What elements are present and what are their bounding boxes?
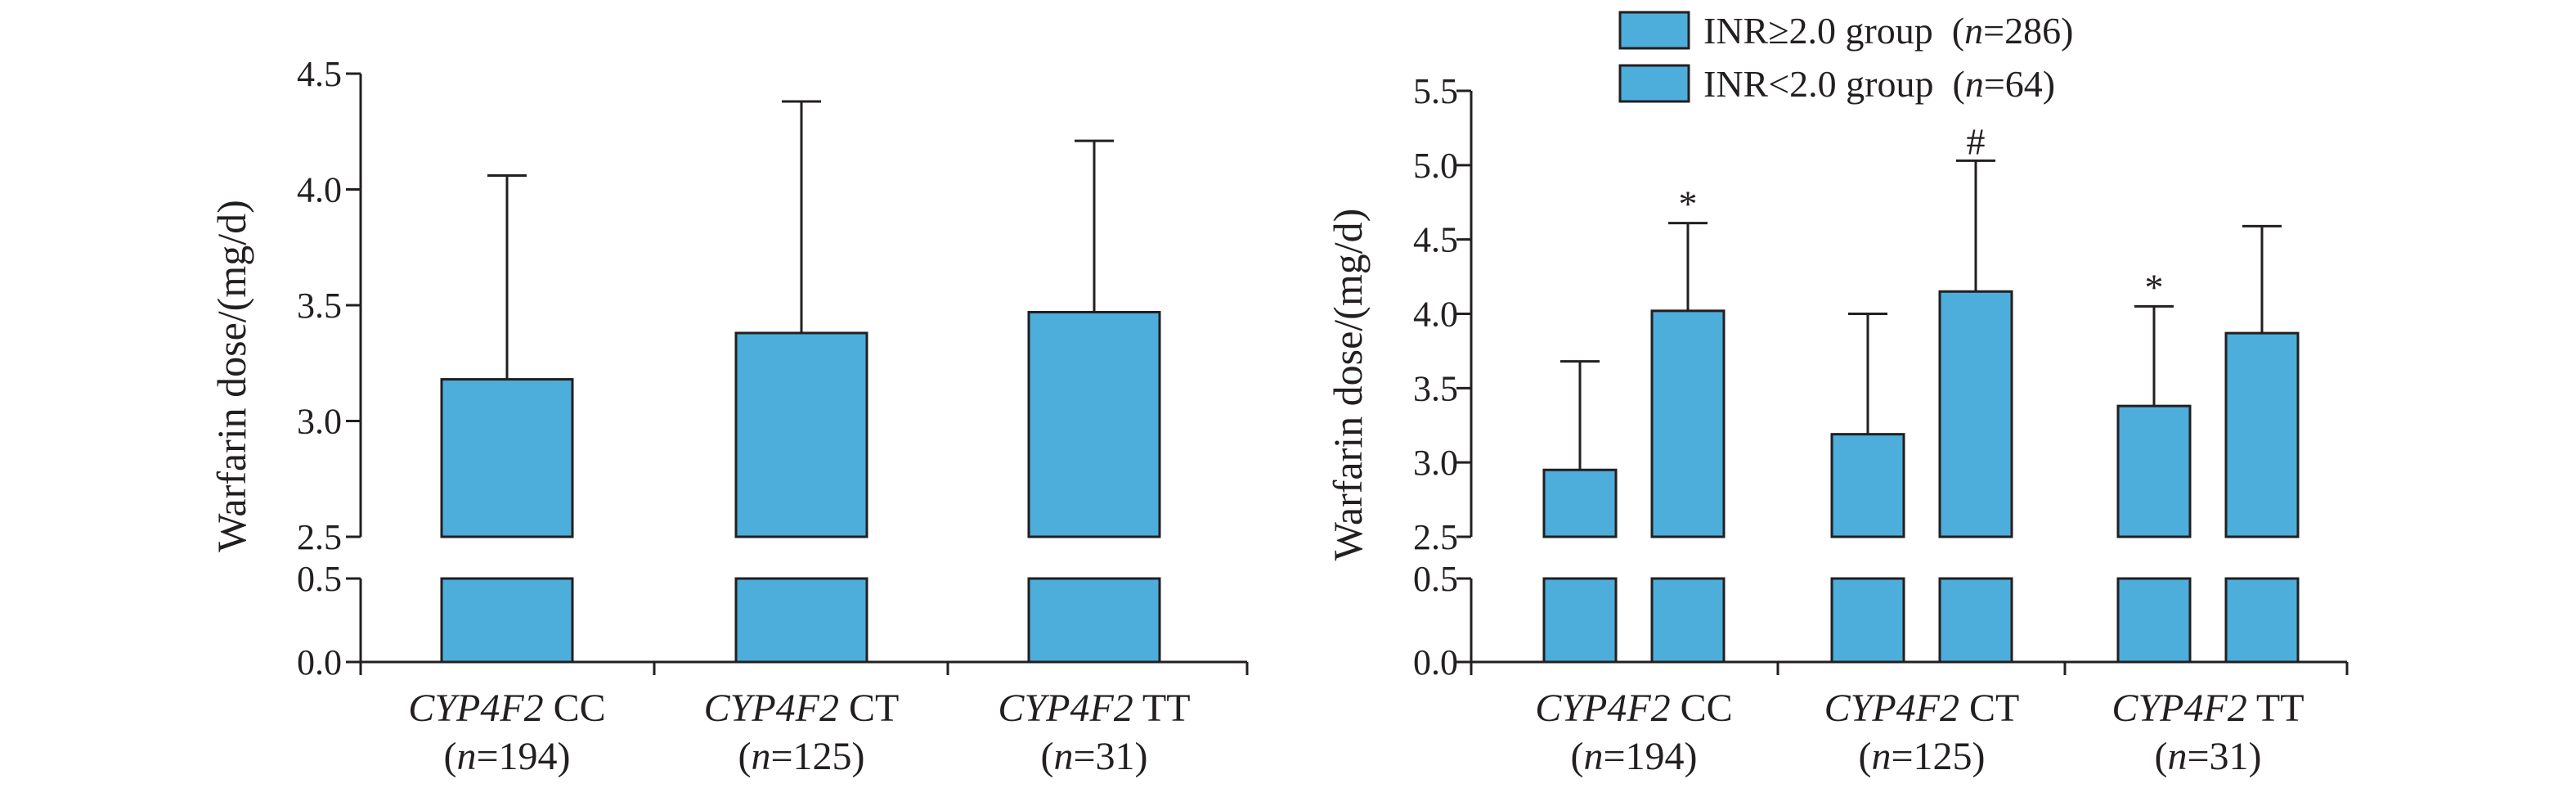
bar-upper-1-1 — [440, 378, 574, 538]
y-tick-label: 0.5 — [297, 559, 342, 599]
category-count: (n=31) — [2154, 735, 2261, 778]
significance-mark: * — [1679, 183, 1698, 225]
bar-lower-1-3 — [2116, 577, 2192, 664]
gene-name: CYP4F2 — [704, 687, 839, 730]
category-label: CYP4F2 TT — [2112, 687, 2304, 730]
category-label: CYP4F2 CT — [704, 687, 900, 730]
genotype: CC — [1671, 687, 1733, 730]
bar-lower-2-3 — [2224, 577, 2300, 664]
bar-upper-1-2 — [1830, 433, 1905, 538]
category-count: (n=194) — [443, 735, 570, 778]
y-tick-label: 0.0 — [297, 642, 342, 682]
y-tick-label: 2.5 — [297, 517, 342, 557]
genotype: CT — [839, 687, 899, 730]
gene-name: CYP4F2 — [1535, 687, 1670, 730]
legend-label-2: INR<2.0 group (n=64) — [1703, 63, 2055, 105]
bar-upper-2-1 — [1650, 309, 1726, 538]
bar-upper-1-2 — [734, 331, 868, 538]
y-tick-label: 4.5 — [1413, 220, 1458, 260]
genotype: CT — [1959, 687, 2019, 730]
bar-upper-2-3 — [2224, 331, 2300, 538]
gene-name: CYP4F2 — [998, 687, 1133, 730]
y-tick-label: 0.5 — [1413, 559, 1458, 599]
y-tick-label: 3.5 — [1413, 368, 1458, 408]
category-label: CYP4F2 CC — [408, 687, 605, 730]
category-label: CYP4F2 CC — [1535, 687, 1732, 730]
category-count: (n=31) — [1040, 735, 1147, 778]
y-tick-label: 0.0 — [1413, 642, 1458, 682]
bar-upper-2-2 — [1938, 290, 2013, 538]
bar-upper-1-3 — [2116, 404, 2192, 538]
category-label: CYP4F2 CT — [1824, 687, 2020, 730]
bar-lower-1-1 — [440, 577, 574, 664]
y-tick-label: 4.0 — [297, 170, 342, 210]
gene-name: CYP4F2 — [1824, 687, 1959, 730]
y-tick-label: 3.0 — [297, 402, 342, 442]
y-tick-label: 5.5 — [1413, 71, 1458, 111]
bar-lower-1-2 — [1830, 577, 1905, 664]
y-tick-label: 3.5 — [297, 286, 342, 326]
y-axis-label: Warfarin dose/(mg/d) — [209, 200, 254, 552]
y-tick-label: 3.0 — [1413, 443, 1458, 483]
y-axis-label: Warfarin dose/(mg/d) — [1325, 209, 1371, 561]
bar-lower-2-2 — [1938, 577, 2013, 664]
gene-name: CYP4F2 — [408, 687, 543, 730]
genotype: TT — [2247, 687, 2304, 730]
y-tick-label: 4.0 — [1413, 295, 1458, 335]
legend-series-name: INR≥2.0 group — [1703, 10, 1933, 52]
significance-mark: * — [2145, 266, 2164, 308]
genotype: TT — [1133, 687, 1191, 730]
category-label: CYP4F2 TT — [998, 687, 1190, 730]
legend-swatch-2 — [1618, 64, 1690, 103]
bar-lower-1-3 — [1027, 577, 1161, 664]
legend-swatch-1 — [1618, 11, 1690, 50]
bar-lower-1-1 — [1542, 577, 1618, 664]
y-tick-label: 4.5 — [297, 54, 342, 94]
bar-lower-2-1 — [1650, 577, 1726, 664]
significance-mark: # — [1967, 120, 1986, 162]
left-chart-panel: 0.0 0.52.5 3.0 3.5 4.0 4.5 Warfarin dose/(mg/d… — [209, 54, 1249, 778]
category-count: (n=125) — [1858, 735, 1985, 778]
legend-label-1: INR≥2.0 group (n=286) — [1703, 10, 2073, 52]
right-chart-panel: * * #0.0 0.52.5 3.0 3.5 4.0 4.5 5.0 5.5 Warfarin d… — [1325, 10, 2349, 778]
genotype: CC — [544, 687, 606, 730]
category-count: (n=125) — [738, 735, 864, 778]
bar-upper-1-3 — [1027, 310, 1161, 538]
bar-lower-1-2 — [734, 577, 868, 664]
bar-upper-1-1 — [1542, 468, 1618, 538]
legend-series-name: INR<2.0 group — [1703, 63, 1933, 105]
gene-name: CYP4F2 — [2112, 687, 2246, 730]
y-tick-label: 2.5 — [1413, 517, 1458, 557]
y-tick-label: 5.0 — [1413, 146, 1458, 186]
category-count: (n=194) — [1570, 735, 1697, 778]
